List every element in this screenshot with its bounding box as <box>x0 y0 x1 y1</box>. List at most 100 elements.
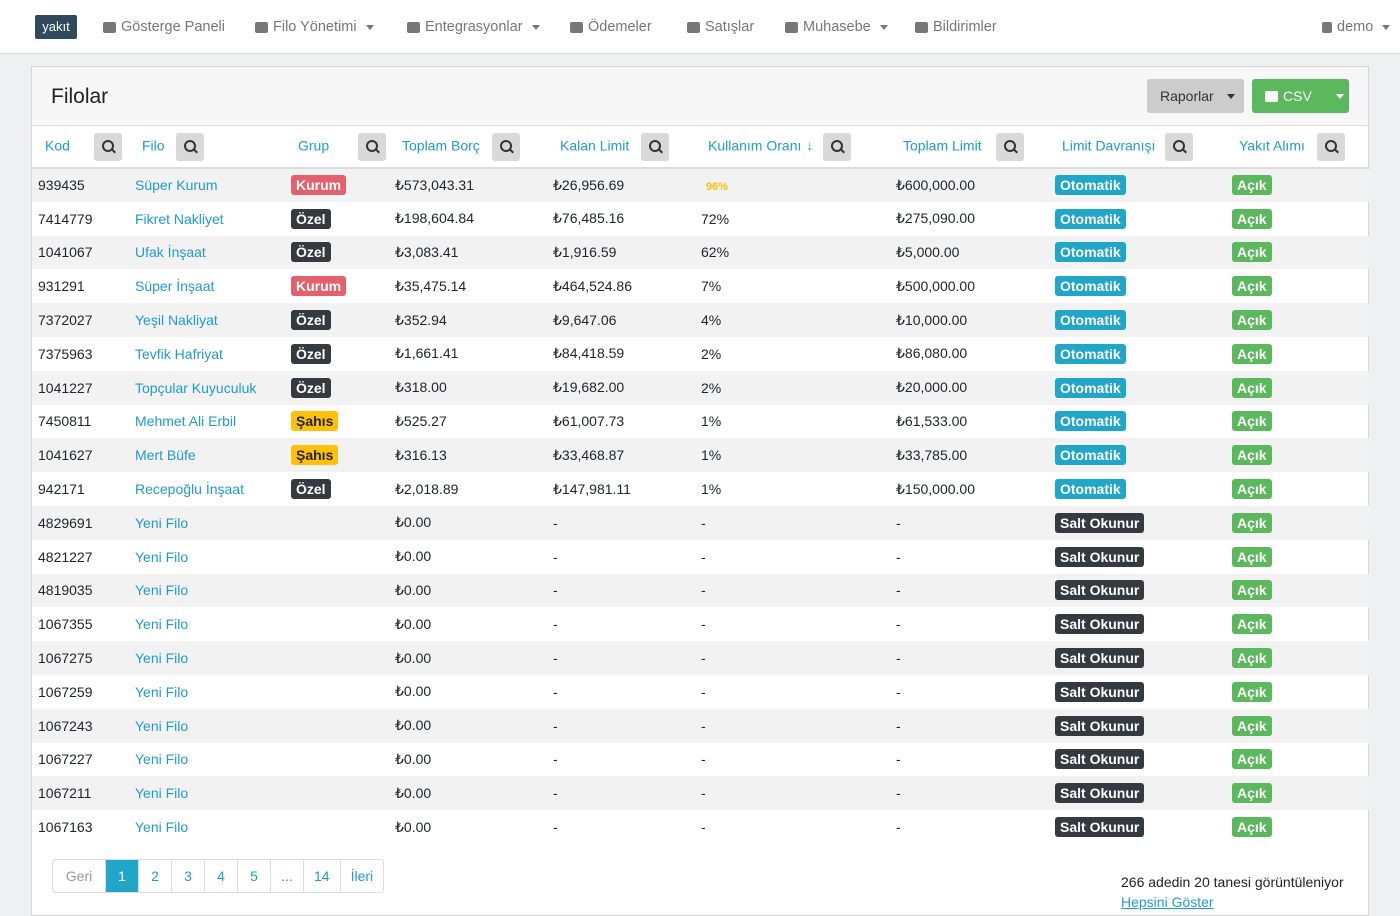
fleet-link[interactable]: Yeni Filo <box>135 616 189 633</box>
column-label[interactable]: Kullanım Oranı <box>708 137 802 154</box>
total-debt: ₺573,043.31 <box>395 176 474 193</box>
fleet-link[interactable]: Ufak İnşaat <box>135 244 206 261</box>
usage-value: 7% <box>701 278 722 295</box>
fleet-link[interactable]: Mehmet Ali Erbil <box>135 413 237 430</box>
page-next[interactable]: İleri <box>339 860 384 892</box>
remaining-limit: - <box>553 582 558 599</box>
search-button[interactable] <box>491 132 520 161</box>
nav-item[interactable]: Muhasebe <box>785 19 888 35</box>
fleet-link[interactable]: Yeni Filo <box>135 785 189 802</box>
remaining-limit: - <box>553 819 558 836</box>
group-cell <box>285 607 389 641</box>
user-menu[interactable]: demo <box>1322 19 1391 35</box>
nav-item[interactable]: Satışlar <box>687 19 754 35</box>
search-button[interactable] <box>641 132 670 161</box>
nav-label: Entegrasyonlar <box>425 19 523 35</box>
usage-rate: 96% <box>695 168 890 202</box>
usage-rate: 2% <box>695 337 890 371</box>
page-link[interactable]: ... <box>270 860 303 892</box>
fleet-cell: Yeni Filo <box>129 743 285 777</box>
code: 4819035 <box>38 582 93 599</box>
search-button[interactable] <box>1165 132 1194 161</box>
csv-button[interactable]: CSV <box>1252 79 1349 113</box>
behavior-badge: Otomatik <box>1055 479 1126 500</box>
fuel-badge: Açık <box>1232 208 1272 229</box>
usage-value: 72% <box>701 210 730 227</box>
fleet-link[interactable]: Yeni Filo <box>135 683 189 700</box>
fleet-link[interactable]: Recepoğlu İnşaat <box>135 481 244 498</box>
search-button[interactable] <box>823 132 852 161</box>
nav-item[interactable]: Filo Yönetimi <box>255 19 374 35</box>
fleet-link[interactable]: Fikret Nakliyet <box>135 210 224 227</box>
column-label[interactable]: Toplam Borç <box>402 137 480 154</box>
fleet-link[interactable]: Yeni Filo <box>135 548 189 565</box>
nav-item[interactable]: Entegrasyonlar <box>407 19 540 35</box>
page-link[interactable]: 2 <box>138 860 171 892</box>
behavior-cell: Otomatik <box>1049 472 1226 506</box>
search-button[interactable] <box>1316 132 1345 161</box>
fleet-link[interactable]: Yeni Filo <box>135 751 189 768</box>
group-cell <box>285 506 389 540</box>
total-debt: ₺3,083.41 <box>395 243 459 260</box>
table-body: 939435 Süper Kurum Kurum ₺573,043.31 ₺26,956… <box>32 168 1370 844</box>
search-button[interactable] <box>93 132 122 161</box>
page-link[interactable]: 3 <box>171 860 204 892</box>
fuel-cell: Açık <box>1226 506 1370 540</box>
fleet-link[interactable]: Yeni Filo <box>135 514 189 531</box>
search-button[interactable] <box>175 132 204 161</box>
remaining-limit: - <box>553 785 558 802</box>
fleet-link[interactable]: Yeni Filo <box>135 819 189 836</box>
show-all-link[interactable]: Hepsini Göster <box>1121 894 1214 910</box>
group-badge: Özel <box>291 310 331 331</box>
column-label[interactable]: Kod <box>45 137 70 154</box>
code: 4829691 <box>38 514 93 531</box>
fuel-cell: Açık <box>1226 236 1370 270</box>
reports-button[interactable]: Raporlar <box>1147 79 1244 113</box>
fuel-cell: Açık <box>1226 438 1370 472</box>
column-header: Filo <box>129 126 285 169</box>
fleet-link[interactable]: Yeni Filo <box>135 582 189 599</box>
column-label[interactable]: Grup <box>298 137 330 154</box>
group-badge: Özel <box>291 479 331 500</box>
usage-value: 62% <box>701 244 730 261</box>
table-row: 7450811 Mehmet Ali Erbil Şahıs ₺525.27 ₺61,0… <box>32 405 1370 439</box>
column-header: Yakıt Alımı <box>1226 126 1370 169</box>
page-link[interactable]: 4 <box>204 860 237 892</box>
fleet-link[interactable]: Topçular Kuyuculuk <box>135 379 257 396</box>
page-prev[interactable]: Geri <box>65 868 93 884</box>
usage-value: - <box>701 582 706 599</box>
column-label[interactable]: Yakıt Alımı <box>1239 137 1305 154</box>
fleet-link[interactable]: Süper Kurum <box>135 177 218 194</box>
page-link[interactable]: 5 <box>237 860 270 892</box>
total-limit: - <box>896 717 901 734</box>
fleet-link[interactable]: Yeni Filo <box>135 650 189 667</box>
nav-item[interactable]: Bildirimler <box>915 19 997 35</box>
page-link[interactable]: 14 <box>303 860 340 892</box>
fleet-link[interactable]: Süper İnşaat <box>135 278 215 295</box>
remaining-limit: - <box>553 650 558 667</box>
column-label[interactable]: Kalan Limit <box>560 137 630 154</box>
nav-item[interactable]: Ödemeler <box>570 19 652 35</box>
total-limit: ₺5,000.00 <box>896 243 960 260</box>
usage-value: - <box>701 785 706 802</box>
search-button[interactable] <box>995 132 1024 161</box>
fuel-badge: Açık <box>1232 343 1272 364</box>
nav-item[interactable]: Gösterge Paneli <box>103 19 225 35</box>
remaining-limit: ₺147,981.11 <box>553 480 631 497</box>
usage-value: 1% <box>701 481 722 498</box>
table-row: 1067211 Yeni Filo ₺0.00 - - - Salt Okunur Açık <box>32 776 1370 811</box>
fleet-link[interactable]: Tevfik Hafriyat <box>135 345 223 362</box>
column-label[interactable]: Toplam Limit <box>903 137 982 154</box>
fleet-link[interactable]: Yeni Filo <box>135 717 189 734</box>
fleet-link[interactable]: Mert Büfe <box>135 447 196 464</box>
page-link[interactable]: 1 <box>105 860 138 892</box>
total-limit: - <box>896 785 901 802</box>
column-label[interactable]: Limit Davranışı <box>1062 137 1156 154</box>
code: 7414779 <box>38 210 93 227</box>
fleet-link[interactable]: Yeşil Nakliyat <box>135 312 218 329</box>
search-button[interactable] <box>358 132 387 161</box>
column-label[interactable]: Filo <box>142 137 165 154</box>
table-row: 1041627 Mert Büfe Şahıs ₺316.13 ₺33,468.87 1%… <box>32 438 1370 473</box>
logo[interactable]: yakıt <box>35 15 77 39</box>
caret <box>365 24 374 30</box>
